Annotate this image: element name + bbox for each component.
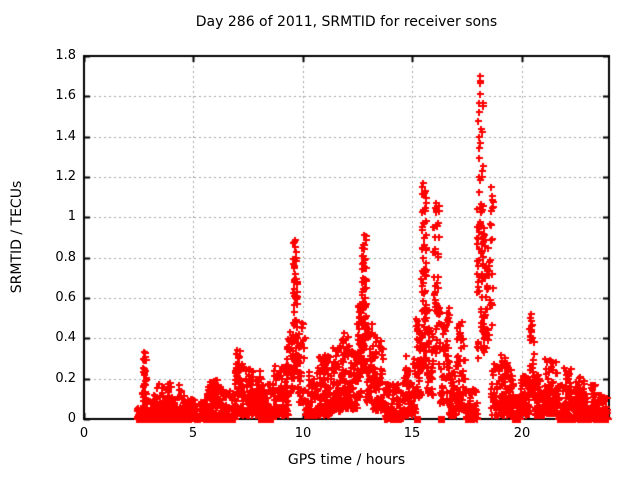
x-axis-label: GPS time / hours bbox=[287, 452, 406, 468]
y-axis-label: SRMTID / TECUs bbox=[9, 180, 25, 294]
x-tick-label: 20 bbox=[513, 426, 531, 441]
y-tick-label: 1.4 bbox=[55, 129, 76, 144]
x-tick-label: 5 bbox=[188, 426, 198, 441]
x-tick-label: 0 bbox=[79, 426, 89, 441]
y-tick-label: 0 bbox=[67, 411, 76, 426]
y-tick-label: 0.6 bbox=[55, 290, 76, 305]
y-tick-label: 0.8 bbox=[55, 250, 76, 265]
y-tick-label: 1.8 bbox=[55, 48, 76, 63]
y-tick-label: 1.2 bbox=[55, 169, 76, 184]
y-tick-label: 1 bbox=[67, 209, 76, 224]
y-tick-label: 0.2 bbox=[55, 371, 76, 386]
y-tick-label: 1.6 bbox=[55, 88, 76, 103]
x-tick-label: 15 bbox=[403, 426, 421, 441]
chart-title: Day 286 of 2011, SRMTID for receiver son… bbox=[195, 14, 498, 30]
x-tick-label: 10 bbox=[294, 426, 312, 441]
y-tick-label: 0.4 bbox=[55, 330, 76, 345]
